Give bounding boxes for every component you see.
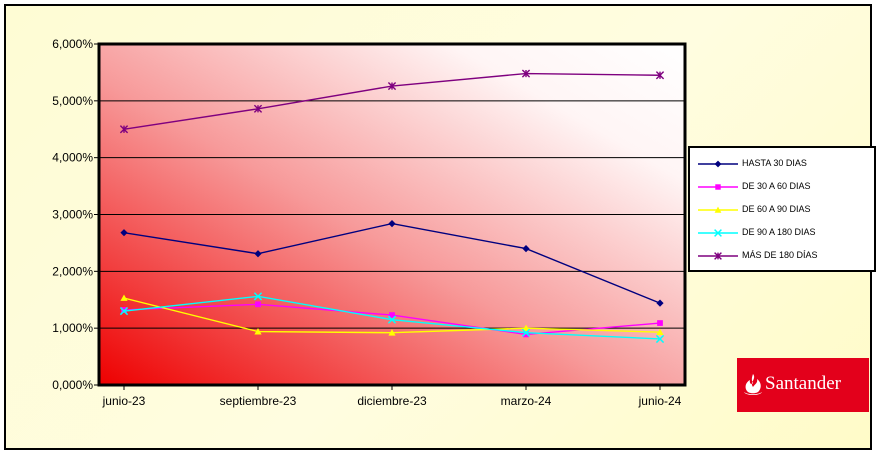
data-point: [522, 245, 530, 253]
legend-item: DE 90 A 180 DIAS: [690, 223, 874, 243]
data-point: [388, 219, 396, 228]
legend-item: DE 60 A 90 DIAS: [690, 200, 874, 220]
legend-label: DE 90 A 180 DIAS: [742, 227, 816, 237]
legend-label: DE 60 A 90 DIAS: [742, 204, 811, 214]
legend-swatch: [698, 252, 738, 260]
data-point: [255, 301, 261, 308]
legend-item: HASTA 30 DIAS: [690, 154, 874, 174]
legend-label: MÁS DE 180 DÍAS: [742, 250, 818, 260]
x-tick-label: junio-23: [102, 394, 146, 408]
y-tick-label: 6,000%: [52, 37, 93, 51]
santander-logo: Santander: [737, 358, 869, 412]
data-point: [714, 252, 722, 260]
legend: HASTA 30 DIAS DE 30 A 60 DIAS DE 60 A 90 D…: [688, 146, 876, 272]
y-tick-label: 1,000%: [52, 321, 93, 335]
x-tick-label: marzo-24: [501, 394, 552, 408]
y-tick-label: 5,000%: [52, 94, 93, 108]
legend-swatch: [698, 229, 738, 237]
y-tick-label: 4,000%: [52, 151, 93, 165]
y-tick-label: 0,000%: [52, 378, 93, 392]
data-point: [655, 71, 665, 80]
data-point: [655, 334, 665, 344]
data-point: [387, 315, 397, 324]
data-point: [119, 125, 129, 134]
legend-swatch: [698, 160, 738, 168]
data-point: [253, 292, 263, 301]
x-tick-label: junio-24: [638, 394, 682, 408]
data-point: [523, 331, 529, 338]
legend-item: DE 30 A 60 DIAS: [690, 177, 874, 197]
flame-icon: [744, 374, 762, 395]
data-point: [254, 327, 262, 335]
legend-item: MÁS DE 180 DÍAS: [690, 246, 874, 266]
data-point: [388, 329, 396, 336]
data-point: [656, 299, 664, 307]
series: [121, 301, 663, 338]
data-point: [522, 324, 530, 332]
data-point: [120, 294, 128, 301]
legend-label: HASTA 30 DIAS: [742, 158, 807, 168]
series: [120, 219, 664, 307]
plot-border: [97, 42, 687, 387]
legend-swatch: [698, 184, 738, 190]
x-tick-label: diciembre-23: [357, 394, 427, 408]
series: [119, 69, 665, 134]
series: [119, 292, 665, 344]
logo-text: Santander: [765, 373, 841, 394]
data-point: [119, 306, 129, 316]
data-point: [253, 104, 263, 113]
x-tick-label: septiembre-23: [220, 394, 297, 408]
data-point: [521, 328, 531, 337]
y-tick-label: 2,000%: [52, 264, 93, 278]
y-tick-label: 3,000%: [52, 208, 93, 222]
series: [120, 294, 664, 336]
legend-swatch: [698, 206, 738, 213]
data-point: [521, 69, 531, 78]
data-point: [254, 250, 262, 258]
data-point: [714, 160, 722, 168]
data-point: [714, 229, 722, 237]
data-point: [715, 184, 721, 190]
data-point: [389, 312, 395, 318]
data-point: [714, 206, 722, 213]
data-point: [657, 320, 663, 326]
data-point: [656, 328, 664, 336]
data-point: [387, 81, 397, 91]
data-point: [121, 307, 127, 313]
data-point: [120, 229, 128, 237]
legend-label: DE 30 A 60 DIAS: [742, 181, 811, 191]
